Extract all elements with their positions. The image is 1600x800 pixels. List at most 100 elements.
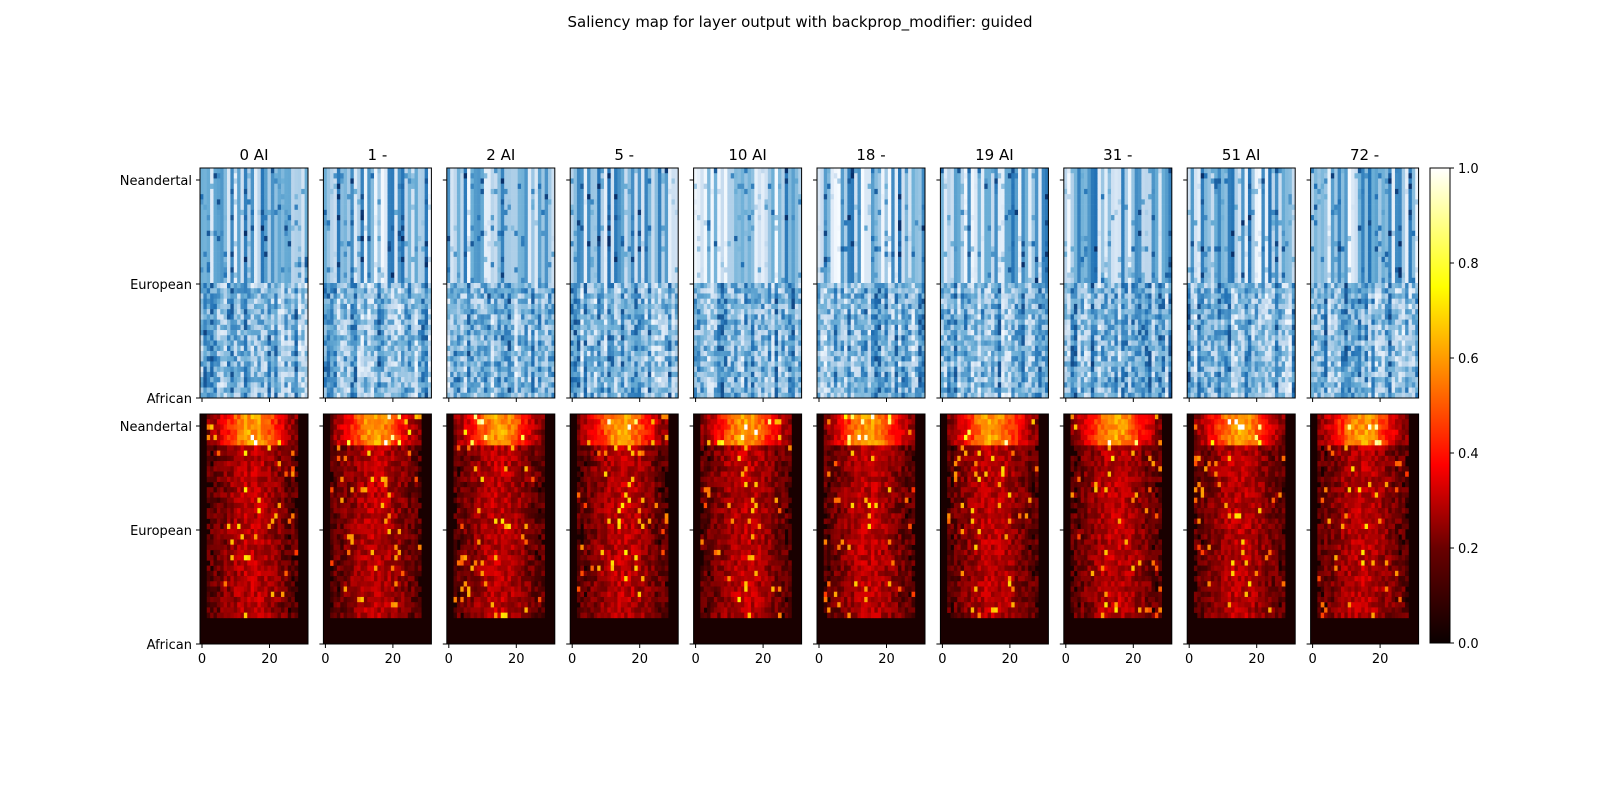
heatmap-cell <box>333 235 338 242</box>
heatmap-cell <box>428 324 432 331</box>
heatmap-cell <box>370 335 375 341</box>
heatmap-cell <box>270 586 275 593</box>
heatmap-cell <box>243 345 248 352</box>
heatmap-cell <box>284 461 289 467</box>
heatmap-cell <box>257 272 262 279</box>
heatmap-cell <box>384 466 388 472</box>
heatmap-cell <box>330 591 334 598</box>
heatmap-cell <box>254 330 258 336</box>
heatmap-cell <box>230 539 235 545</box>
heatmap-cell <box>267 230 272 237</box>
heatmap-cell <box>304 188 309 195</box>
heatmap-cell <box>220 581 224 587</box>
heatmap-cell <box>237 361 241 367</box>
heatmap-cell <box>350 314 355 320</box>
heatmap-cell <box>411 220 415 226</box>
heatmap-cell <box>336 272 341 279</box>
heatmap-cell <box>350 445 355 451</box>
heatmap-cell <box>274 518 278 525</box>
heatmap-cell <box>210 586 214 593</box>
heatmap-cell <box>340 555 344 561</box>
heatmap-cell <box>294 288 299 294</box>
heatmap-cell <box>284 565 289 572</box>
heatmap-cell <box>394 199 398 205</box>
heatmap-cell <box>227 607 231 613</box>
heatmap-cell <box>233 283 238 289</box>
heatmap-cell <box>397 168 402 174</box>
heatmap-cell <box>267 256 272 263</box>
heatmap-cell <box>254 502 258 509</box>
heatmap-cell <box>394 492 398 498</box>
heatmap-cell <box>414 471 419 478</box>
heatmap-cell <box>227 565 231 572</box>
heatmap-cell <box>363 518 368 525</box>
heatmap-cell <box>227 414 231 420</box>
heatmap-cell <box>200 330 204 336</box>
heatmap-cell <box>363 513 368 519</box>
heatmap-cell <box>287 586 292 593</box>
heatmap-cell <box>227 230 231 237</box>
heatmap-cell <box>240 283 245 289</box>
heatmap-cell <box>216 288 221 294</box>
heatmap-cell <box>304 230 309 237</box>
heatmap-cell <box>401 262 405 268</box>
heatmap-cell <box>380 377 385 383</box>
heatmap-cell <box>247 591 251 598</box>
heatmap-cell <box>264 324 268 331</box>
heatmap-cell <box>336 434 341 441</box>
heatmap-cell <box>270 529 275 535</box>
heatmap-cell <box>200 324 204 331</box>
heatmap-cell <box>323 309 328 315</box>
heatmap-cell <box>414 340 419 347</box>
heatmap-cell <box>357 251 361 258</box>
heatmap-cell <box>237 419 241 425</box>
heatmap-cell <box>254 209 258 216</box>
heatmap-cell <box>277 549 282 556</box>
heatmap-cell <box>223 350 228 357</box>
heatmap-cell <box>428 303 432 310</box>
heatmap-cell <box>397 560 402 566</box>
heatmap-cell <box>347 277 351 284</box>
heatmap-cell <box>394 283 398 289</box>
heatmap-cell <box>424 256 429 263</box>
heatmap-cell <box>357 298 361 305</box>
heatmap-cell <box>227 539 231 545</box>
heatmap-cell <box>277 455 282 462</box>
heatmap-cell <box>360 340 365 347</box>
heatmap-cell <box>370 188 375 195</box>
heatmap-cell <box>333 445 338 451</box>
heatmap-cell <box>274 586 278 593</box>
heatmap-cell <box>206 471 211 478</box>
heatmap-cell <box>213 168 218 174</box>
heatmap-cell <box>240 267 245 273</box>
heatmap-cell <box>347 565 351 572</box>
heatmap-cell <box>353 523 358 530</box>
heatmap-cell <box>411 565 415 572</box>
heatmap-cell <box>360 178 365 184</box>
heatmap-cell <box>227 288 231 294</box>
heatmap-cell <box>411 492 415 498</box>
heatmap-cell <box>223 199 228 205</box>
heatmap-cell <box>326 377 331 383</box>
heatmap-cell <box>227 476 231 483</box>
heatmap-cell <box>370 502 375 509</box>
heatmap-cell <box>380 194 385 200</box>
heatmap-cell <box>240 419 245 425</box>
heatmap-cell <box>370 168 375 174</box>
heatmap-cell <box>243 414 248 420</box>
heatmap-cell <box>353 392 358 399</box>
heatmap-cell <box>203 267 208 273</box>
heatmap-cell <box>297 246 302 252</box>
heatmap-cell <box>370 555 375 561</box>
heatmap-cell <box>411 230 415 237</box>
heatmap-cell <box>387 487 392 493</box>
heatmap-cell <box>421 194 425 200</box>
heatmap-cell <box>260 204 265 211</box>
heatmap-cell <box>287 194 292 200</box>
heatmap-cell <box>250 539 255 545</box>
heatmap-cell <box>353 204 358 211</box>
heatmap-cell <box>421 199 425 205</box>
heatmap-cell <box>411 173 415 179</box>
heatmap-cell <box>363 476 368 483</box>
heatmap-cell <box>414 209 419 216</box>
